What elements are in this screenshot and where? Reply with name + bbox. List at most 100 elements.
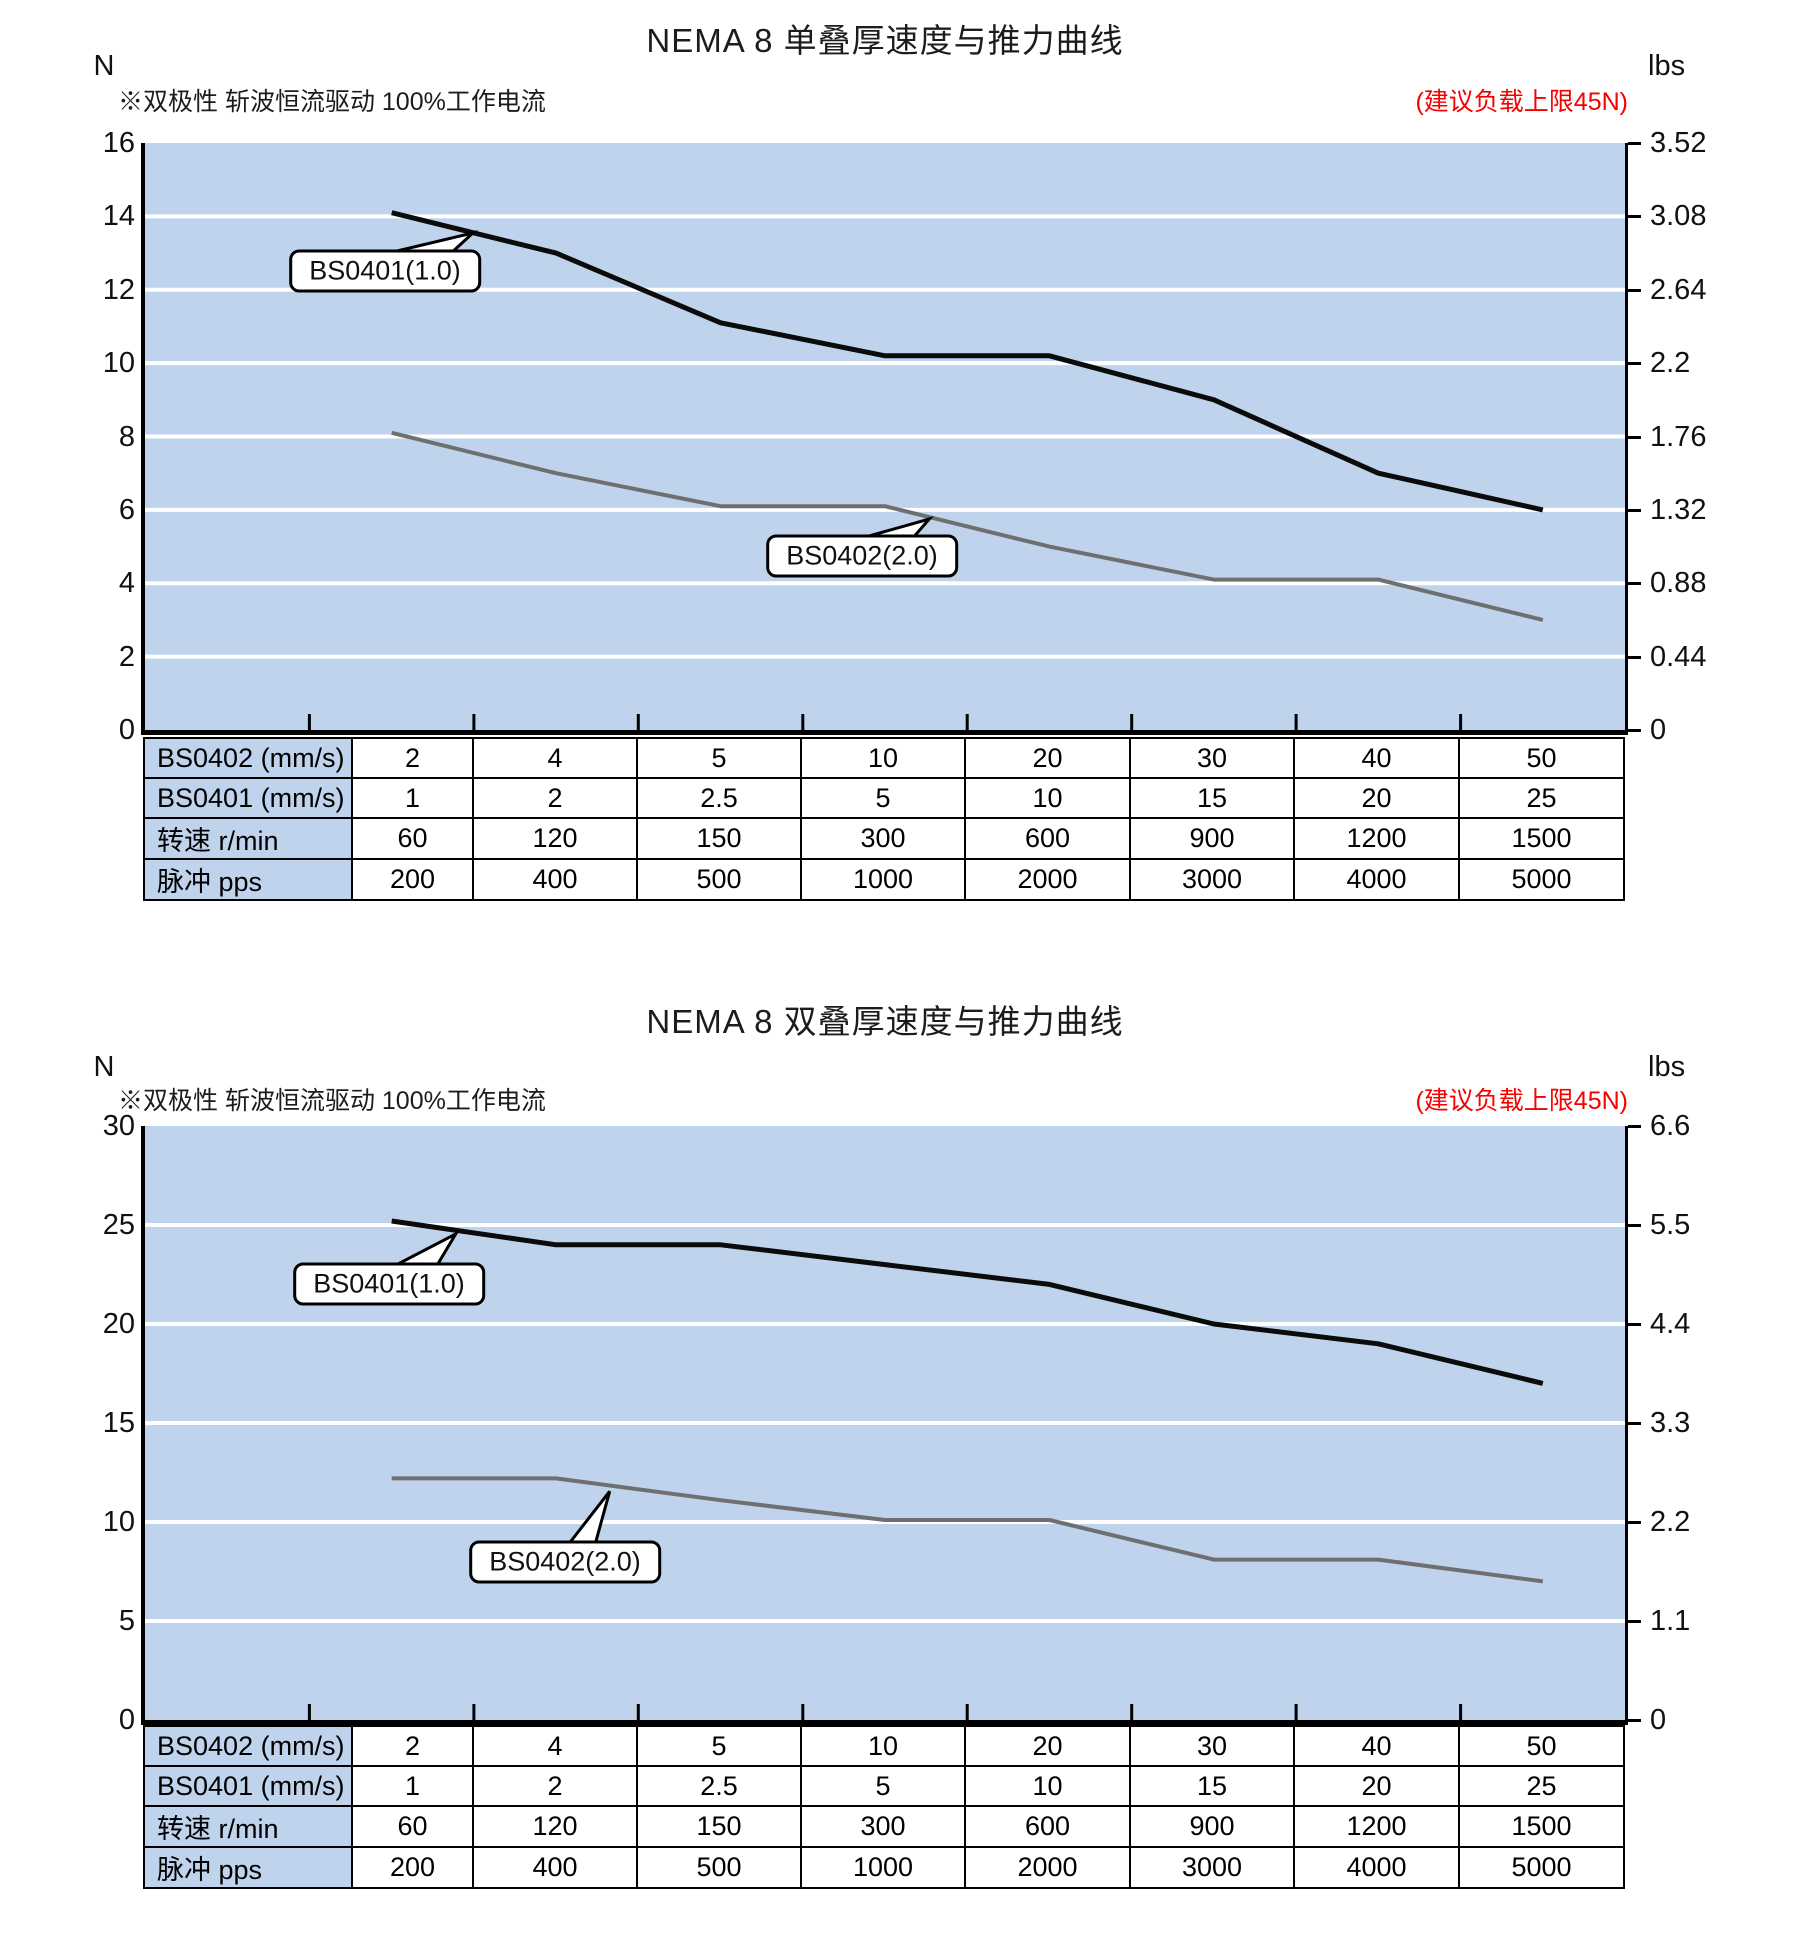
table-cell: 40 bbox=[1293, 1725, 1460, 1767]
table-row-header: 脉冲 pps bbox=[143, 858, 353, 901]
right-axis-tick-row: 2.2 bbox=[1628, 347, 1690, 379]
table-cell: 30 bbox=[1129, 737, 1295, 779]
right-axis-tick-row: 4.4 bbox=[1628, 1308, 1690, 1340]
right-axis-unit: lbs bbox=[1648, 50, 1686, 82]
right-axis-tick-row: 3.08 bbox=[1628, 200, 1706, 232]
table-cell: 5000 bbox=[1458, 858, 1625, 901]
chart-title: NEMA 8 单叠厚速度与推力曲线 bbox=[646, 22, 1124, 59]
right-axis-tick bbox=[1628, 1421, 1641, 1425]
table-cell: 4000 bbox=[1293, 1846, 1460, 1889]
table-cell: 10 bbox=[964, 777, 1131, 819]
right-axis-tick bbox=[1628, 361, 1641, 365]
right-axis-tick bbox=[1628, 655, 1641, 659]
table-cell: 3000 bbox=[1129, 858, 1295, 901]
series-label: BS0401(1.0) bbox=[289, 249, 481, 293]
chart-block-double-stack: NEMA 8 双叠厚速度与推力曲线 N lbs ※双极性 斩波恒流驱动 100%… bbox=[0, 975, 1800, 1935]
right-axis-tick-row: 6.6 bbox=[1628, 1110, 1690, 1142]
table-cell: 1000 bbox=[800, 858, 966, 901]
table-cell: 120 bbox=[472, 817, 638, 860]
left-axis-tick-label: 30 bbox=[102, 1110, 135, 1142]
series-line-BS0402(2.0) bbox=[391, 1476, 1544, 1584]
table-cell: 300 bbox=[800, 1805, 966, 1848]
right-axis-tick-row: 0.88 bbox=[1628, 567, 1706, 599]
left-axis-tick-label: 0 bbox=[118, 1704, 135, 1736]
table-cell: 2 bbox=[351, 737, 474, 779]
table-cell: 500 bbox=[636, 858, 802, 901]
table-row-header: 转速 r/min bbox=[143, 1805, 353, 1848]
table-cell: 20 bbox=[964, 737, 1131, 779]
right-axis-tick-label: 2.2 bbox=[1650, 1506, 1691, 1538]
table-cell: 5 bbox=[636, 1725, 802, 1767]
right-axis-tick-row: 1.76 bbox=[1628, 421, 1706, 453]
table-cell: 5000 bbox=[1458, 1846, 1625, 1889]
series-label: BS0402(2.0) bbox=[469, 1540, 661, 1584]
series-line-BS0401(1.0) bbox=[391, 1218, 1544, 1386]
right-axis-tick-label: 4.4 bbox=[1650, 1308, 1691, 1340]
load-limit-warning: (建议负载上限45N) bbox=[1415, 1087, 1628, 1115]
table-cell: 150 bbox=[636, 1805, 802, 1848]
table-cell: 300 bbox=[800, 817, 966, 860]
table-cell: 900 bbox=[1129, 817, 1295, 860]
table-cell: 4000 bbox=[1293, 858, 1460, 901]
plot-canvas bbox=[145, 1126, 1625, 1720]
table-row: 转速 r/min 60 120 150 300 600 900 1200 1500 bbox=[143, 817, 1625, 860]
table-cell: 2000 bbox=[964, 858, 1131, 901]
series-line-BS0401(1.0) bbox=[391, 210, 1544, 513]
table-row: BS0401 (mm/s) 1 2 2.5 5 10 15 20 25 bbox=[143, 777, 1625, 819]
table-cell: 200 bbox=[351, 858, 474, 901]
right-axis-tick-label: 0 bbox=[1650, 1704, 1667, 1736]
table-cell: 15 bbox=[1129, 1765, 1295, 1807]
left-axis-tick-label: 10 bbox=[102, 1506, 135, 1538]
right-axis-tick bbox=[1628, 1520, 1641, 1524]
right-axis-tick bbox=[1628, 214, 1641, 218]
left-axis-tick-label: 6 bbox=[118, 494, 135, 526]
table-cell: 4 bbox=[472, 1725, 638, 1767]
table-cell: 200 bbox=[351, 1846, 474, 1889]
table-cell: 1000 bbox=[800, 1846, 966, 1889]
left-axis-unit: N bbox=[93, 1051, 115, 1083]
right-axis-tick-label: 0.88 bbox=[1650, 567, 1707, 599]
table-row-header: BS0402 (mm/s) bbox=[143, 737, 353, 779]
series-label: BS0402(2.0) bbox=[766, 534, 958, 578]
table-cell: 10 bbox=[964, 1765, 1131, 1807]
right-axis-tick bbox=[1628, 141, 1641, 145]
right-axis-tick-label: 3.3 bbox=[1650, 1407, 1691, 1439]
speed-table: BS0402 (mm/s) 2 4 5 10 20 30 40 50 BS0401 (mm/s) 1… bbox=[143, 1725, 1625, 1889]
table-cell: 500 bbox=[636, 1846, 802, 1889]
table-cell: 2000 bbox=[964, 1846, 1131, 1889]
right-axis-tick-label: 2.2 bbox=[1650, 347, 1691, 379]
left-axis-tick-label: 20 bbox=[102, 1308, 135, 1340]
right-axis-labels: 3.52 3.08 2.64 2.2 1.76 1.32 0.88 0.44 0 bbox=[1628, 127, 1778, 746]
table-row-header: BS0401 (mm/s) bbox=[143, 777, 353, 819]
right-axis-tick-row: 3.52 bbox=[1628, 127, 1706, 159]
right-axis-tick bbox=[1628, 1124, 1641, 1128]
table-cell: 2.5 bbox=[636, 777, 802, 819]
series-label: BS0401(1.0) bbox=[293, 1262, 485, 1306]
table-cell: 4 bbox=[472, 737, 638, 779]
left-axis-tick-label: 25 bbox=[102, 1209, 135, 1241]
right-axis-tick bbox=[1628, 508, 1641, 512]
table-row-header: 转速 r/min bbox=[143, 817, 353, 860]
chart-title: NEMA 8 双叠厚速度与推力曲线 bbox=[646, 1003, 1124, 1040]
table-cell: 50 bbox=[1458, 737, 1625, 779]
left-axis-tick-label: 2 bbox=[118, 641, 135, 673]
right-axis-tick-label: 1.32 bbox=[1650, 494, 1707, 526]
right-axis-unit: lbs bbox=[1648, 1051, 1686, 1083]
right-axis-tick-label: 5.5 bbox=[1650, 1209, 1691, 1241]
table-cell: 25 bbox=[1458, 777, 1625, 819]
table-cell: 1200 bbox=[1293, 1805, 1460, 1848]
right-axis-tick-label: 0 bbox=[1650, 714, 1667, 746]
drive-condition-note: ※双极性 斩波恒流驱动 100%工作电流 bbox=[118, 88, 546, 116]
table-cell: 400 bbox=[472, 858, 638, 901]
right-axis-tick-row: 0 bbox=[1628, 714, 1666, 746]
right-axis-tick bbox=[1628, 1223, 1641, 1227]
left-axis-tick-label: 8 bbox=[118, 421, 135, 453]
left-axis-tick-label: 15 bbox=[102, 1407, 135, 1439]
table-cell: 40 bbox=[1293, 737, 1460, 779]
right-axis-tick-row: 0.44 bbox=[1628, 641, 1706, 673]
left-axis-tick-label: 16 bbox=[102, 127, 135, 159]
right-axis-tick-row: 3.3 bbox=[1628, 1407, 1690, 1439]
table-cell: 5 bbox=[636, 737, 802, 779]
table-cell: 30 bbox=[1129, 1725, 1295, 1767]
right-axis-tick-row: 5.5 bbox=[1628, 1209, 1690, 1241]
